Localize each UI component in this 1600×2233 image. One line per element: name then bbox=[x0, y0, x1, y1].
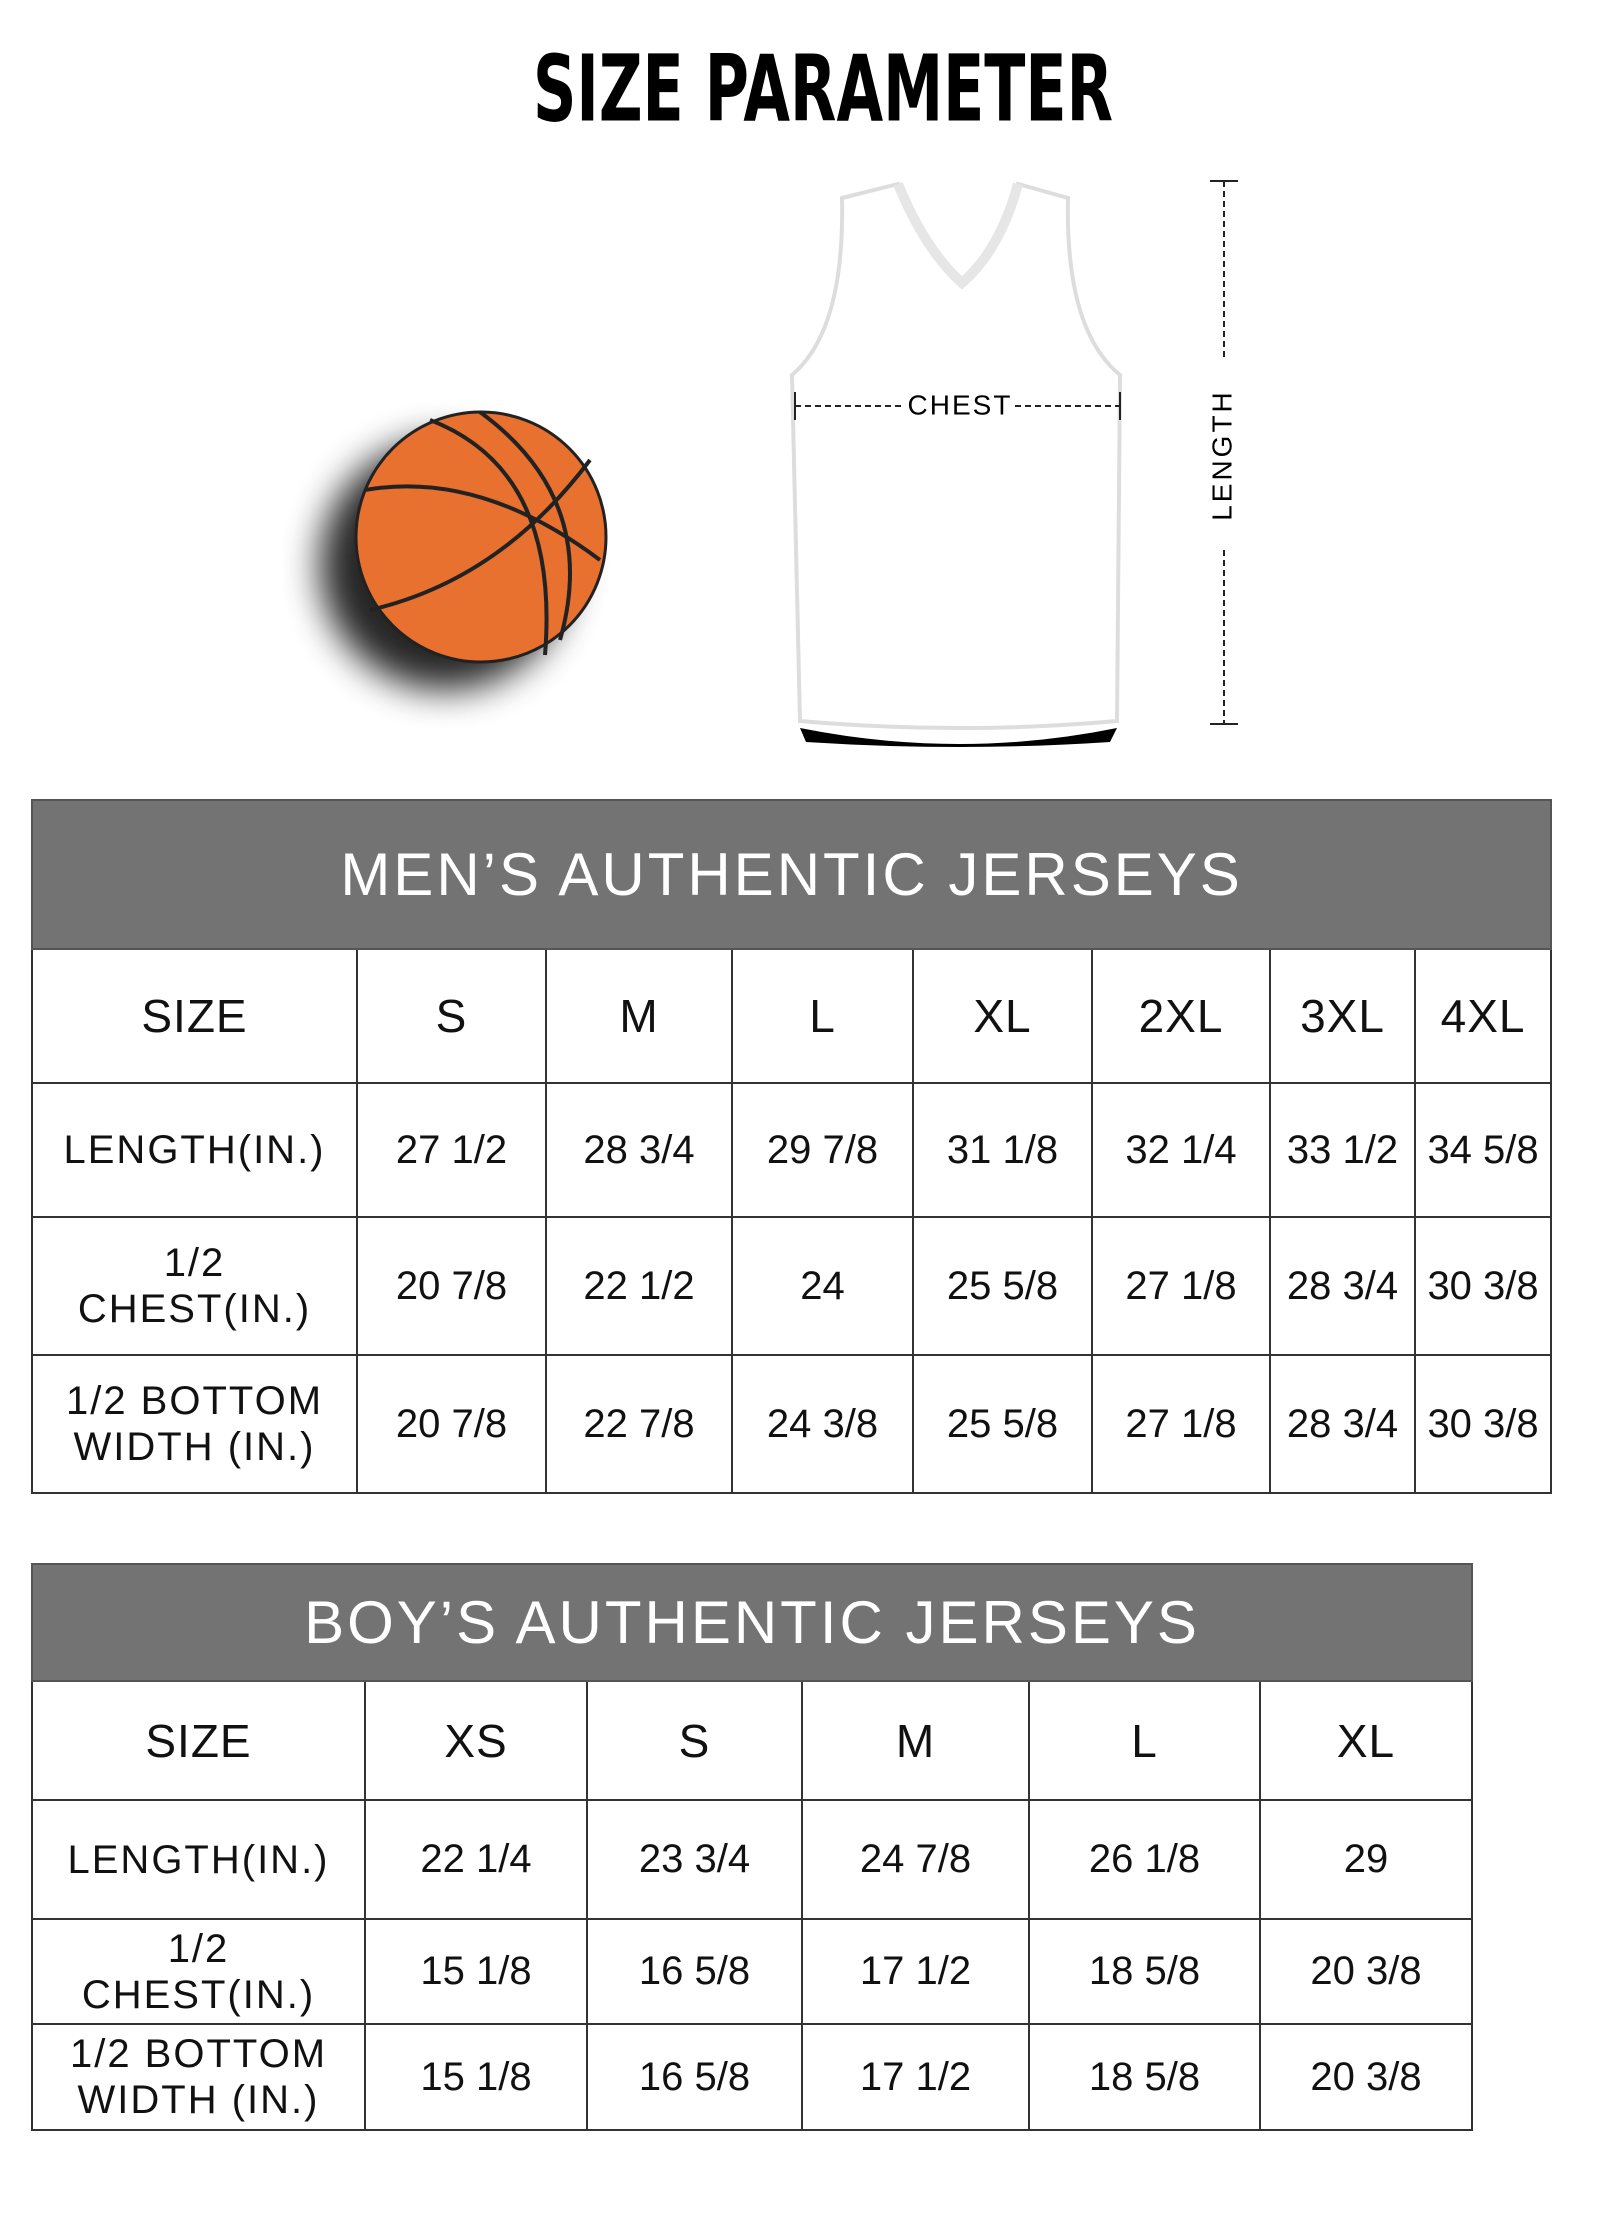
size-value: 17 1/2 bbox=[801, 1918, 1030, 2025]
chest-label: CHEST bbox=[908, 389, 1013, 420]
row-label: 1/2 CHEST(IN.) bbox=[31, 1918, 366, 2025]
size-value: 20 3/8 bbox=[1258, 1918, 1474, 2025]
data-row: LENGTH(IN.) 22 1/4 23 3/4 24 7/8 26 1/8 29 bbox=[31, 1799, 1474, 1920]
column-header: L bbox=[731, 948, 914, 1084]
jersey-hem bbox=[800, 728, 1117, 747]
size-value: 22 1/2 bbox=[545, 1216, 733, 1356]
size-table: MEN’S AUTHENTIC JERSEYS SIZE S M L XL 2XL 3XL 4X… bbox=[30, 799, 1553, 1494]
page-title: SIZE PARAMETER bbox=[533, 35, 1113, 142]
size-value: 20 3/8 bbox=[1258, 2023, 1474, 2131]
row-label: LENGTH(IN.) bbox=[31, 1082, 358, 1218]
jersey-neck bbox=[893, 182, 1023, 290]
size-value: 18 5/8 bbox=[1028, 2023, 1261, 2131]
size-value: 24 7/8 bbox=[801, 1799, 1030, 1920]
column-header: M bbox=[545, 948, 733, 1084]
table-title: MEN’S AUTHENTIC JERSEYS bbox=[30, 799, 1553, 950]
size-value: 22 1/4 bbox=[364, 1799, 588, 1920]
size-value: 16 5/8 bbox=[586, 2023, 803, 2131]
data-row: 1/2 CHEST(IN.) 20 7/8 22 1/2 24 25 5/8 27 1/8… bbox=[31, 1216, 1553, 1356]
size-value: 27 1/8 bbox=[1091, 1216, 1271, 1356]
row-label: 1/2 BOTTOM WIDTH (IN.) bbox=[31, 1354, 358, 1494]
data-row: LENGTH(IN.) 27 1/2 28 3/4 29 7/8 31 1/8 32 1/… bbox=[31, 1082, 1553, 1218]
length-label: LENGTH bbox=[1206, 389, 1237, 521]
column-header: M bbox=[801, 1680, 1030, 1801]
table-title: BOY’S AUTHENTIC JERSEYS bbox=[30, 1563, 1474, 1682]
column-header: 4XL bbox=[1413, 948, 1553, 1084]
size-value: 30 3/8 bbox=[1413, 1216, 1553, 1356]
size-value: 17 1/2 bbox=[801, 2023, 1030, 2131]
size-value: 20 7/8 bbox=[356, 1354, 547, 1494]
size-value: 26 1/8 bbox=[1028, 1799, 1261, 1920]
row-label: LENGTH(IN.) bbox=[31, 1799, 366, 1920]
column-header: S bbox=[586, 1680, 803, 1801]
column-header: 3XL bbox=[1269, 948, 1416, 1084]
size-value: 28 3/4 bbox=[1269, 1216, 1416, 1356]
size-value: 29 bbox=[1258, 1799, 1474, 1920]
size-value: 28 3/4 bbox=[545, 1082, 733, 1218]
size-value: 16 5/8 bbox=[586, 1918, 803, 2025]
row-label: 1/2 CHEST(IN.) bbox=[31, 1216, 358, 1356]
size-value: 28 3/4 bbox=[1269, 1354, 1416, 1494]
column-header: SIZE bbox=[31, 1680, 366, 1801]
size-value: 20 7/8 bbox=[356, 1216, 547, 1356]
size-value: 15 1/8 bbox=[364, 1918, 588, 2025]
row-label: 1/2 BOTTOM WIDTH (IN.) bbox=[31, 2023, 366, 2131]
chest-label-bg bbox=[905, 390, 1015, 422]
size-value: 27 1/8 bbox=[1091, 1354, 1271, 1494]
size-value: 33 1/2 bbox=[1269, 1082, 1416, 1218]
size-value: 31 1/8 bbox=[912, 1082, 1093, 1218]
column-header-row: SIZE S M L XL 2XL 3XL 4XL bbox=[31, 948, 1553, 1084]
column-header: XS bbox=[364, 1680, 588, 1801]
size-value: 15 1/8 bbox=[364, 2023, 588, 2131]
size-value: 25 5/8 bbox=[912, 1354, 1093, 1494]
data-row: 1/2 CHEST(IN.) 15 1/8 16 5/8 17 1/2 18 5/8 20… bbox=[31, 1918, 1474, 2025]
size-value: 27 1/2 bbox=[356, 1082, 547, 1218]
size-value: 32 1/4 bbox=[1091, 1082, 1271, 1218]
ball-seams bbox=[364, 410, 602, 656]
size-value: 30 3/8 bbox=[1413, 1354, 1553, 1494]
column-header: XL bbox=[1258, 1680, 1474, 1801]
table-title-row: MEN’S AUTHENTIC JERSEYS bbox=[30, 799, 1553, 950]
column-header: XL bbox=[912, 948, 1093, 1084]
size-value: 29 7/8 bbox=[731, 1082, 914, 1218]
size-value: 24 3/8 bbox=[731, 1354, 914, 1494]
size-value: 34 5/8 bbox=[1413, 1082, 1553, 1218]
column-header: SIZE bbox=[31, 948, 358, 1084]
diagram: SIZE PARAMETER CHEST LENGTH bbox=[320, 35, 1238, 747]
column-header: L bbox=[1028, 1680, 1261, 1801]
size-value: 18 5/8 bbox=[1028, 1918, 1261, 2025]
size-value: 23 3/4 bbox=[586, 1799, 803, 1920]
size-value: 24 bbox=[731, 1216, 914, 1356]
data-row: 1/2 BOTTOM WIDTH (IN.) 20 7/8 22 7/8 24 3/8… bbox=[31, 1354, 1553, 1494]
column-header: S bbox=[356, 948, 547, 1084]
jersey bbox=[789, 181, 1123, 730]
column-header: 2XL bbox=[1091, 948, 1271, 1084]
size-value: 25 5/8 bbox=[912, 1216, 1093, 1356]
column-header-row: SIZE XS S M L XL bbox=[31, 1680, 1474, 1801]
table-title-row: BOY’S AUTHENTIC JERSEYS bbox=[30, 1563, 1474, 1682]
data-row: 1/2 BOTTOM WIDTH (IN.) 15 1/8 16 5/8 17 1/2… bbox=[31, 2023, 1474, 2131]
size-table: BOY’S AUTHENTIC JERSEYS SIZE XS S M L XL LENGTH… bbox=[30, 1563, 1474, 2131]
size-value: 22 7/8 bbox=[545, 1354, 733, 1494]
